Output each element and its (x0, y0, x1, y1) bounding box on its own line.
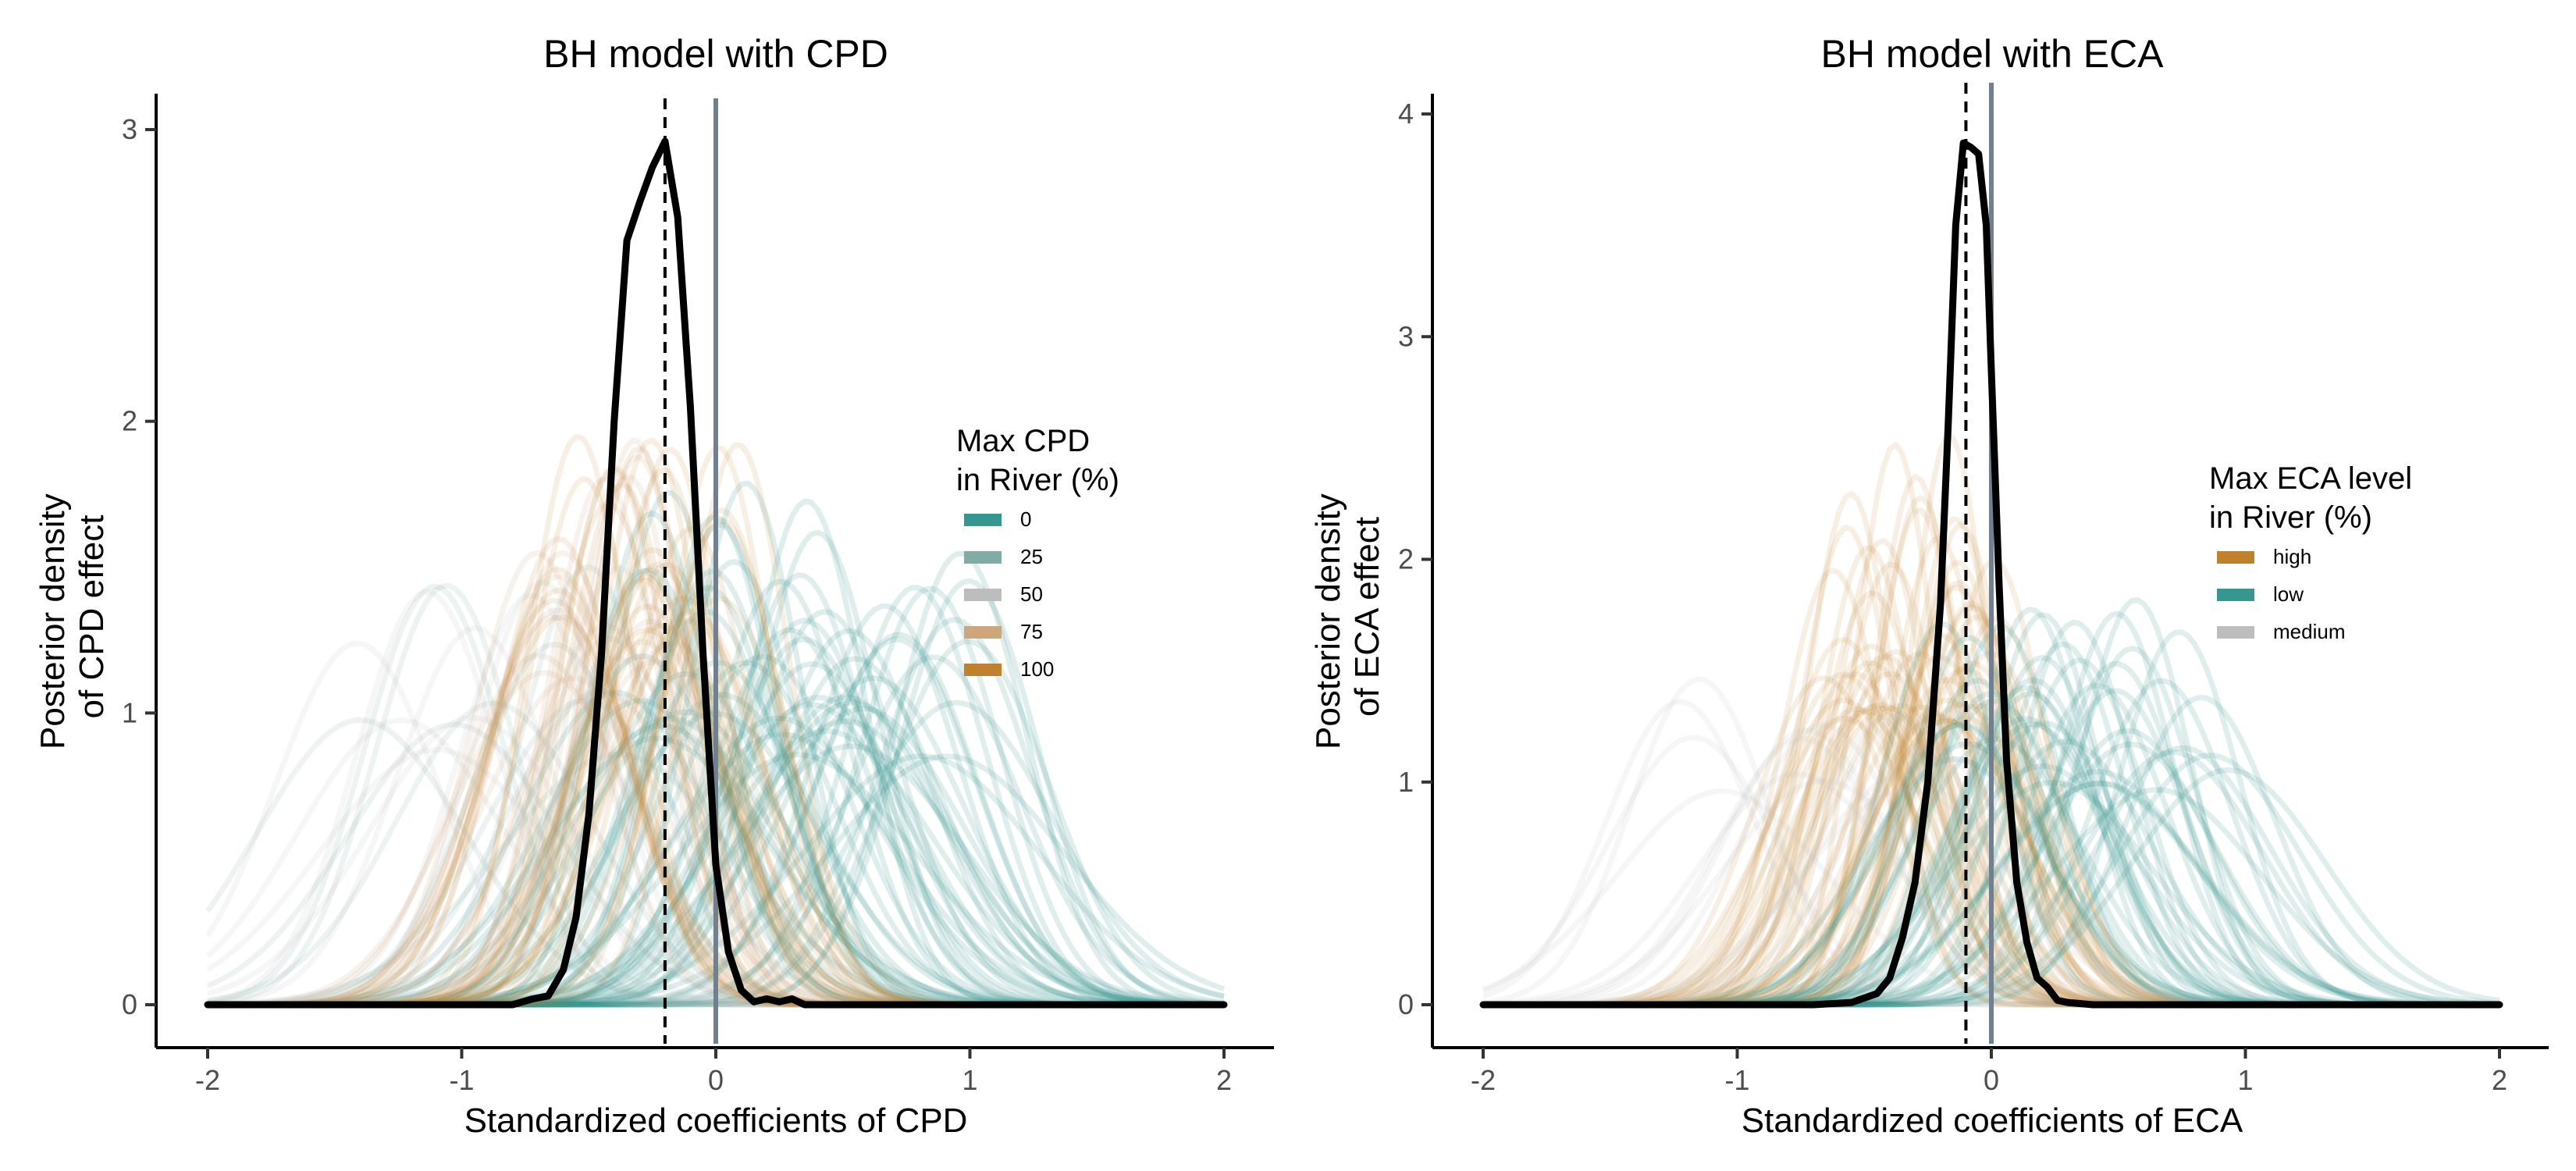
x-tick-label: -1 (1724, 1064, 1749, 1096)
legend-title: in River (%) (2209, 500, 2372, 535)
legend-title: Max ECA level (2209, 461, 2412, 496)
y-tick-label: 4 (1398, 98, 1414, 130)
legend-swatch (2217, 626, 2254, 639)
y-tick-label: 0 (1398, 988, 1414, 1020)
y-axis-title-line-1: Posterior density (1309, 493, 1347, 749)
y-tick-label: 0 (122, 988, 137, 1020)
x-tick-label: -2 (1471, 1064, 1496, 1096)
overall-density (204, 137, 1228, 1009)
y-tick-label: 3 (122, 113, 137, 145)
chart-panel-eca: BH model with ECA -2 -1 0 1 2 0 1 2 3 4 Standardi… (1309, 32, 2549, 1140)
legend-swatch (964, 551, 1002, 564)
x-tick-label: 2 (2492, 1064, 2507, 1096)
overall-density-line (204, 137, 1228, 1009)
legend-swatch (964, 514, 1002, 526)
legend-label: medium (2273, 620, 2345, 643)
y-tick-label: 1 (1398, 766, 1414, 798)
x-tick-label: 1 (2237, 1064, 2253, 1096)
y-axis-title-line-1: Posterior density (34, 493, 72, 749)
axes: -2 -1 0 1 2 0 1 2 3 4 (1398, 94, 2549, 1096)
legend-title: in River (%) (956, 463, 1119, 497)
overall-density-line (1479, 139, 2503, 1009)
legend-swatch (2217, 551, 2254, 564)
y-tick-label: 1 (122, 696, 137, 728)
legend-label: 50 (1020, 582, 1043, 606)
legend-swatch (964, 664, 1002, 676)
y-axis-title-line-2: of ECA effect (1348, 517, 1386, 717)
legend: Max CPD in River (%) 0 25 50 75 100 (956, 424, 1119, 681)
chart-title: BH model with ECA (1820, 32, 2164, 76)
legend-label: 100 (1020, 657, 1054, 681)
legend-label: high (2273, 545, 2311, 568)
legend-swatch (964, 626, 1002, 639)
legend-swatch (2217, 589, 2254, 601)
x-axis-title: Standardized coefficients of ECA (1742, 1102, 2243, 1140)
overall-density (1479, 139, 2503, 1009)
x-tick-label: 1 (962, 1064, 977, 1096)
y-tick-label: 2 (1398, 543, 1414, 575)
x-tick-label: -1 (449, 1064, 474, 1096)
legend-label: 0 (1020, 507, 1031, 531)
legend-label: low (2273, 582, 2304, 606)
x-tick-label: 0 (708, 1064, 724, 1096)
reference-lines (1964, 83, 1994, 1044)
legend: Max ECA level in River (%) high low medium (2209, 461, 2412, 643)
x-tick-label: 0 (1984, 1064, 1999, 1096)
legend-label: 75 (1020, 620, 1043, 643)
chart-panel-cpd: BH model with CPD -2 -1 0 1 2 0 1 2 3 Standardiz… (34, 32, 1274, 1140)
chart-title: BH model with CPD (543, 32, 888, 76)
legend-title: Max CPD (956, 424, 1090, 458)
y-axis-title-line-2: of CPD effect (73, 515, 111, 719)
x-tick-label: 2 (1216, 1064, 1232, 1096)
y-axis-title: Posterior density of ECA effect (1309, 484, 1386, 749)
legend-swatch (964, 589, 1002, 601)
x-tick-label: -2 (195, 1064, 220, 1096)
axes: -2 -1 0 1 2 0 1 2 3 (122, 94, 1274, 1096)
y-tick-label: 2 (122, 405, 137, 437)
y-tick-label: 3 (1398, 320, 1414, 352)
y-axis-title: Posterior density of CPD effect (34, 484, 111, 749)
x-axis-title: Standardized coefficients of CPD (464, 1102, 968, 1140)
legend-label: 25 (1020, 545, 1043, 568)
